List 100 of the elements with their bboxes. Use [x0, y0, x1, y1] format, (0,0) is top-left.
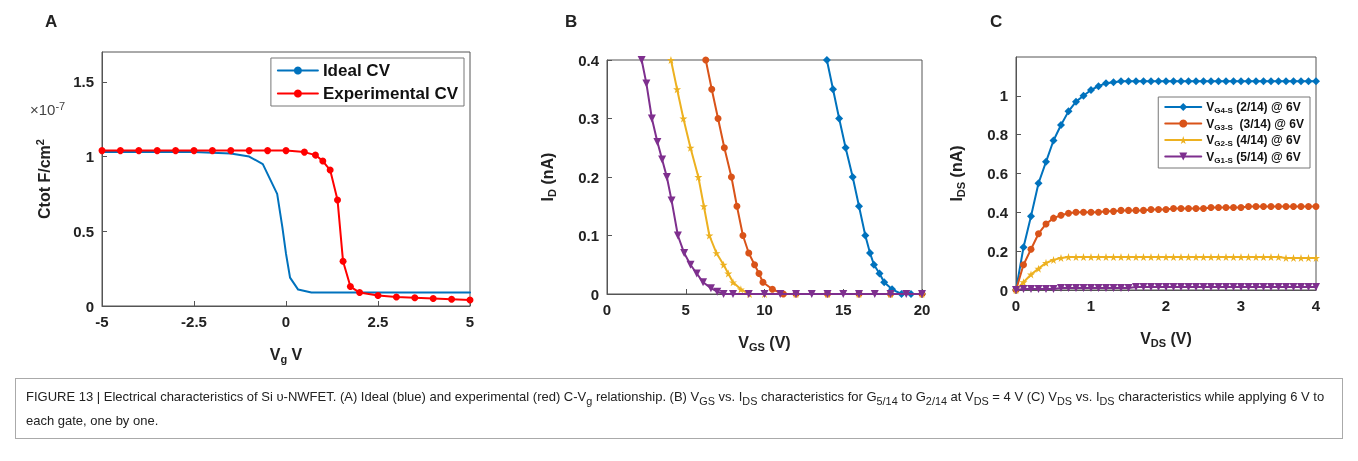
point — [135, 147, 143, 155]
point — [1087, 208, 1095, 216]
point — [1049, 255, 1058, 264]
point — [637, 56, 646, 64]
point — [1214, 77, 1223, 86]
point — [1267, 252, 1275, 261]
point — [1110, 207, 1117, 215]
point — [829, 85, 838, 94]
point — [662, 173, 671, 181]
point — [300, 148, 308, 156]
point — [699, 278, 708, 287]
point — [374, 292, 382, 300]
point — [1252, 203, 1260, 211]
point — [751, 261, 759, 269]
point — [1064, 284, 1073, 293]
point — [855, 202, 863, 211]
point — [1184, 283, 1193, 292]
point — [1260, 203, 1267, 211]
y-tick-label: 0.6 — [987, 165, 1008, 182]
point — [1222, 283, 1230, 292]
point — [1079, 284, 1088, 293]
point — [1139, 77, 1148, 86]
point — [1177, 204, 1185, 212]
x-tick-label: 15 — [834, 301, 852, 318]
point — [1132, 283, 1140, 292]
point — [719, 260, 728, 269]
x-tick-label: 5 — [465, 313, 475, 330]
x-tick-label: 3 — [1236, 297, 1246, 314]
point — [869, 260, 878, 269]
point — [1064, 107, 1073, 116]
point — [1087, 86, 1095, 95]
point — [1177, 77, 1185, 86]
point — [1215, 203, 1222, 211]
point — [706, 284, 715, 293]
point — [1147, 252, 1155, 261]
text: FIGURE 13 | Electrical characteristics of Si υ-NWFET. (A) Ideal (blue) and experimental (red) C-V$_{g}$ relationship. (B) V$_{GS}$ vs. I$_{DS}$ characteristics for G$_{5/14}$ to G$_{2/14}$ at V$_{DS}$ = 4 V (C) V$_{DS}$ vs. I$_{DS}$ characteristics while applying 6 V to each gate, one by one. — [26, 389, 1325, 428]
y-axis-title: IDS (nA) — [947, 145, 967, 202]
point — [116, 147, 124, 155]
point — [1124, 284, 1133, 293]
point — [653, 137, 662, 146]
point — [1057, 120, 1065, 129]
point — [686, 260, 695, 269]
point — [870, 290, 879, 298]
point — [1297, 77, 1305, 86]
point — [1117, 206, 1125, 214]
point — [1132, 252, 1140, 261]
point — [1109, 78, 1118, 87]
point — [1094, 82, 1103, 91]
point — [839, 290, 848, 298]
point — [1079, 91, 1088, 100]
point — [1252, 252, 1260, 261]
point — [1252, 77, 1260, 86]
point — [694, 173, 703, 181]
point — [1102, 207, 1110, 215]
point — [1139, 283, 1148, 292]
legend-label: Ideal CV — [322, 61, 391, 80]
point — [1290, 203, 1297, 211]
chart-title: C — [990, 12, 1003, 31]
point — [1214, 283, 1223, 292]
point — [1072, 252, 1080, 261]
legend-label: Experimental CV — [322, 84, 459, 103]
point — [1282, 283, 1290, 292]
point — [1199, 77, 1208, 86]
point — [835, 114, 844, 123]
point — [1155, 205, 1162, 213]
x-tick-label: 20 — [913, 301, 931, 318]
y-tick-label: 0.1 — [578, 227, 599, 244]
point — [1199, 283, 1208, 292]
point — [686, 143, 695, 152]
y-tick-label: 0 — [590, 285, 599, 303]
point — [1192, 283, 1200, 292]
point — [264, 147, 272, 155]
point — [319, 157, 327, 165]
y-tick-label: 0 — [999, 281, 1008, 299]
point — [1259, 283, 1268, 292]
point — [680, 249, 689, 258]
point — [1169, 283, 1178, 292]
point — [667, 196, 676, 205]
y-tick-label: 0.4 — [987, 203, 1009, 221]
point — [1042, 258, 1050, 267]
point — [1297, 203, 1305, 211]
point — [1057, 211, 1065, 219]
y-tick-label: 1.5 — [73, 73, 94, 91]
point — [1035, 230, 1042, 238]
x-tick-label: 2 — [1161, 297, 1171, 314]
point — [724, 269, 733, 278]
point — [1222, 77, 1230, 86]
point — [1019, 243, 1028, 252]
point — [1192, 252, 1200, 261]
point — [1034, 179, 1043, 188]
point — [1049, 285, 1058, 294]
point — [1274, 283, 1283, 292]
point — [356, 289, 364, 297]
y-tick-label: 0.8 — [987, 126, 1008, 144]
point — [1275, 203, 1282, 211]
point — [1027, 245, 1035, 253]
point — [1305, 203, 1312, 211]
point — [1259, 77, 1268, 86]
point — [848, 173, 857, 181]
point — [346, 283, 354, 291]
